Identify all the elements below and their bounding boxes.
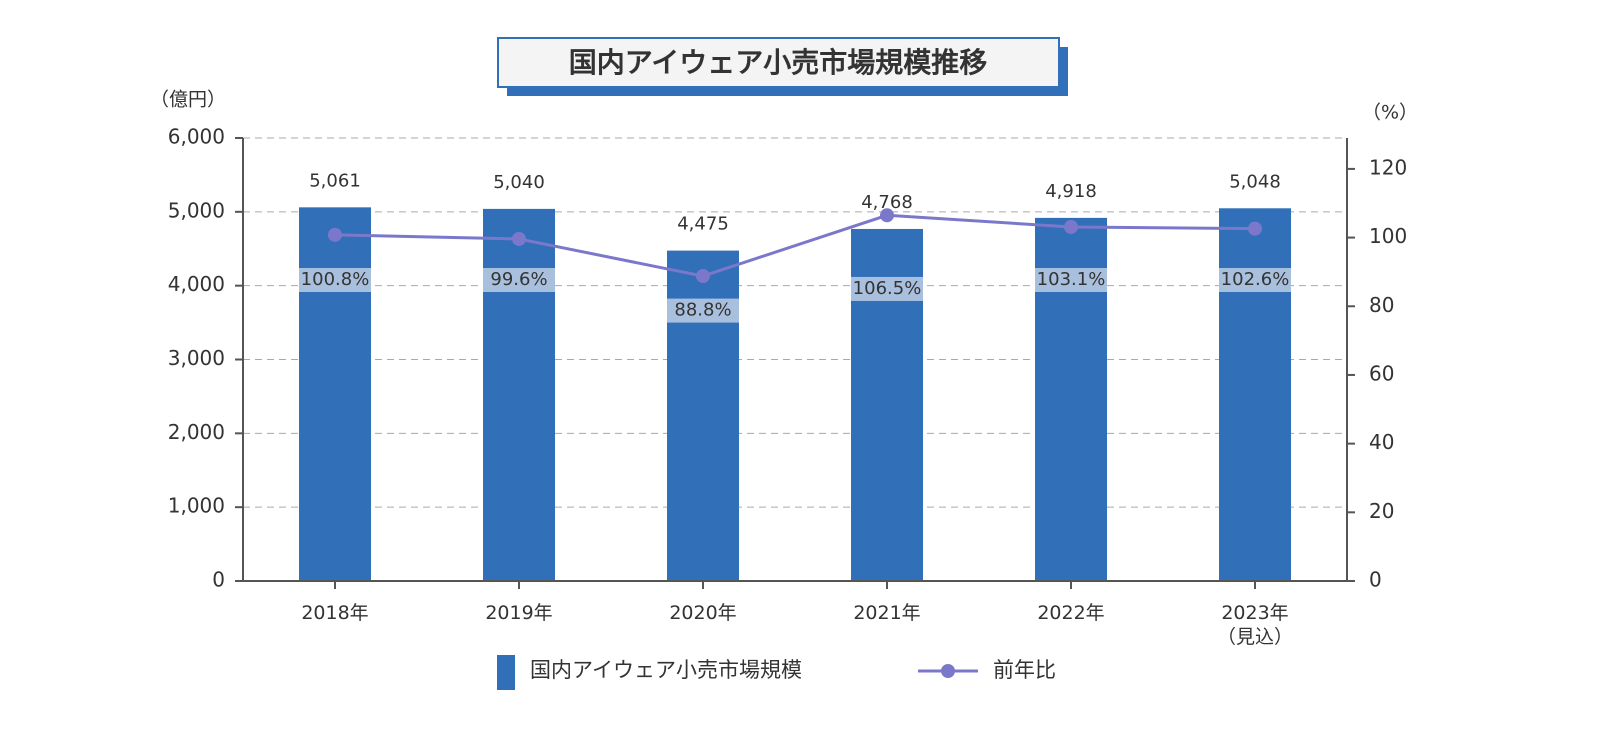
y-tick-label: 6,000 <box>168 125 225 149</box>
bar-value-label: 5,048 <box>1229 171 1281 192</box>
y2-tick-label: 40 <box>1369 430 1394 454</box>
bar-value-label: 4,918 <box>1045 181 1097 202</box>
ratio-label-bg <box>1219 268 1291 292</box>
y-tick-label: 5,000 <box>168 198 225 222</box>
ratio-label-bg <box>483 268 555 292</box>
y2-tick-label: 20 <box>1369 499 1394 523</box>
x-tick-label: 2019年 <box>485 602 553 624</box>
legend-point-swatch <box>941 664 955 678</box>
ratio-point <box>512 231 526 246</box>
y-tick-label: 1,000 <box>168 494 225 518</box>
y-tick-label: 3,000 <box>168 346 225 370</box>
y-tick-label: 0 <box>212 568 225 592</box>
chart-title: 国内アイウェア小売市場規模推移 <box>569 46 988 79</box>
ratio-point <box>328 227 342 242</box>
x-tick-label: 2022年 <box>1037 602 1105 624</box>
bar <box>1219 208 1291 581</box>
y2-tick-label: 60 <box>1369 361 1394 385</box>
legend-label: 前年比 <box>993 658 1056 682</box>
ratio-label: 99.6% <box>490 269 547 290</box>
y-axis-label: （億円） <box>150 89 226 111</box>
y-tick-label: 4,000 <box>168 272 225 296</box>
legend-label: 国内アイウェア小売市場規模 <box>530 658 802 682</box>
bar-value-label: 4,768 <box>861 192 913 213</box>
ratio-line <box>334 213 1256 278</box>
bar <box>483 208 555 581</box>
ratio-label-bg <box>851 276 923 301</box>
x-tick-label: 2020年 <box>669 602 737 624</box>
ratio-point <box>880 208 894 223</box>
ratio-label-bg <box>1035 268 1107 292</box>
ratio-label: 100.8% <box>301 269 370 290</box>
ratio-label-bg <box>299 268 371 292</box>
ratio-label: 102.6% <box>1221 269 1290 290</box>
ratio-label: 88.8% <box>674 300 731 321</box>
bar-value-label: 4,475 <box>677 214 729 235</box>
x-tick-label: 2018年 <box>301 602 369 624</box>
ratio-point <box>696 269 710 284</box>
y2-axis-label: （%） <box>1362 102 1418 124</box>
y2-tick-label: 100 <box>1369 224 1407 248</box>
y2-tick-label: 80 <box>1369 293 1394 317</box>
x-tick-label: 2023年 （見込） <box>1216 602 1293 648</box>
bar-value-label: 5,040 <box>493 172 545 193</box>
y2-tick-label: 120 <box>1369 155 1407 179</box>
x-tick-label: 2021年 <box>853 602 921 624</box>
legend-bar-swatch <box>497 655 515 690</box>
bar <box>299 207 371 581</box>
ratio-label-bg <box>667 298 739 323</box>
ratio-point <box>1064 219 1078 234</box>
title-box <box>497 37 1060 88</box>
y-tick-label: 2,000 <box>168 420 225 444</box>
y2-tick-label: 0 <box>1369 568 1382 592</box>
ratio-label: 103.1% <box>1037 269 1106 290</box>
ratio-label: 106.5% <box>853 278 922 299</box>
bar-value-label: 5,061 <box>309 170 361 191</box>
ratio-point <box>1248 221 1262 236</box>
